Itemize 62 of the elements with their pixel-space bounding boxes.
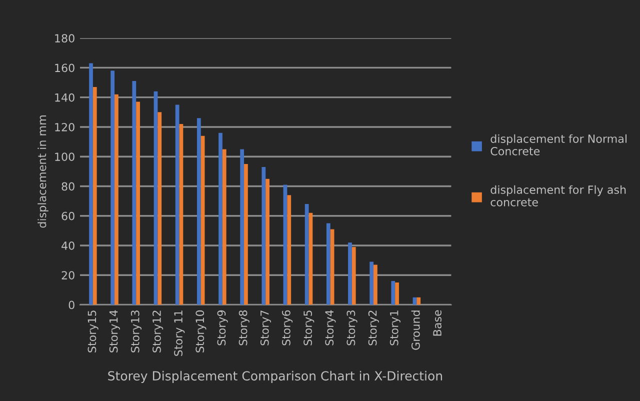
bar [222,149,226,305]
x-tick-label: Story13 [130,310,142,352]
bar [308,212,313,305]
bar [244,164,248,305]
x-tick-label: Story1 [390,310,400,346]
y-tick-label: 20 [62,271,74,280]
x-tick-label: Story5 [304,310,314,346]
x-tick-label: Story2 [368,310,379,346]
bar [391,281,396,305]
x-tick-label: Ground [411,310,420,350]
bar [330,229,334,305]
bar [326,223,330,305]
bar [132,81,136,305]
x-tick-label: Story14 [109,310,120,352]
bar [136,102,140,305]
bar [374,264,378,305]
x-tick-label: Story10 [196,310,206,352]
bar [89,63,93,305]
x-tick-label: Story 11 [174,310,185,356]
bar [352,246,356,305]
y-tick-label: 0 [68,300,74,310]
y-tick-label: 160 [55,64,74,72]
x-tick-label: Story4 [325,310,336,346]
y-tick-label: 60 [62,212,74,220]
y-tick-label: 180 [55,34,74,42]
bar [416,297,421,305]
bar [175,104,180,305]
bar [196,118,201,305]
bar [92,86,97,305]
x-tick-label: Base [433,310,442,336]
bar [218,132,222,305]
y-tick-label: 120 [55,122,74,132]
x-tick-label: Story3 [346,310,358,346]
x-tick-label: Story6 [282,310,293,346]
y-tick-label: 40 [62,241,74,250]
bar [283,184,288,305]
bar [348,242,352,305]
x-tick-label: Story9 [217,310,228,346]
legend-label: displacement for Normal Concrete [490,134,626,156]
bar [370,262,374,305]
bar [154,91,158,305]
bar [200,136,205,305]
legend-label: displacement for Fly ash concrete [490,185,626,206]
bar [266,178,270,305]
x-tick-label: Story8 [238,310,250,346]
bar [395,282,399,305]
x-tick-label: Story15 [88,310,98,352]
bar [110,70,115,305]
y-tick-label: 140 [55,93,74,102]
x-tick-label: Story7 [260,310,271,346]
bar [240,149,244,305]
y-tick-label: 80 [62,182,74,191]
bar [158,112,162,305]
y-axis-title: displacement in mm [38,116,48,228]
bar [114,94,118,305]
x-tick-label: Story12 [152,310,164,352]
y-tick-label: 100 [55,152,74,161]
bar [304,204,309,305]
bar [287,195,292,305]
text: Storey Displacement Comparison Chart in X-Direction [108,370,442,383]
bar [262,166,266,305]
bar [179,124,184,305]
